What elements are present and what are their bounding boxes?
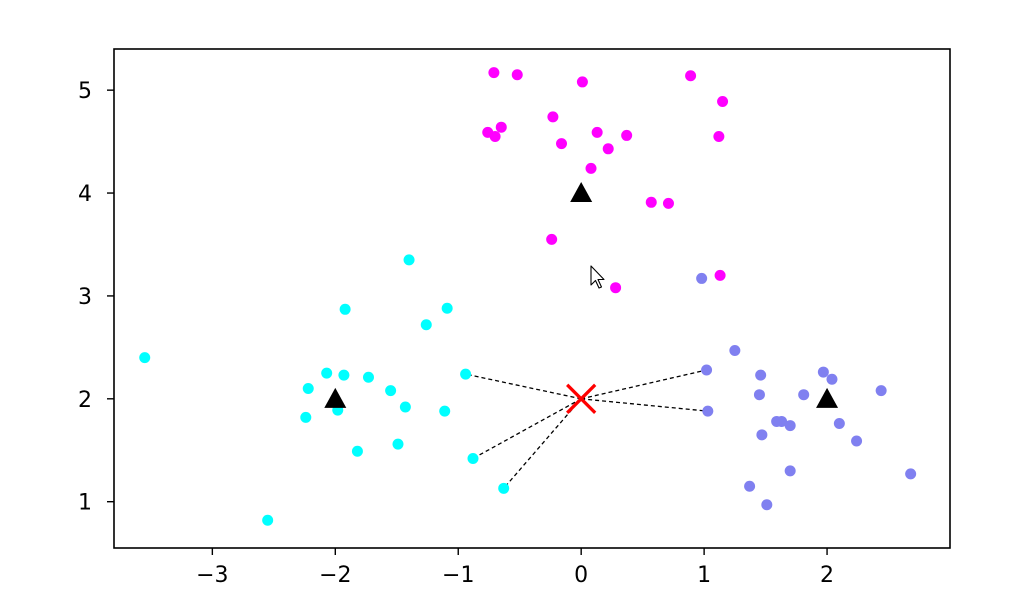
data-point-series-1	[338, 369, 350, 381]
data-point-series-3	[826, 373, 838, 385]
data-point-series-3	[702, 405, 714, 417]
data-point-series-3	[833, 418, 845, 430]
data-point-series-2	[714, 269, 726, 281]
data-point-series-2	[495, 121, 507, 133]
data-point-series-1	[262, 514, 274, 526]
data-point-series-2	[645, 196, 657, 208]
data-point-series-2	[662, 197, 674, 209]
query-point-x-marker	[566, 383, 597, 414]
data-point-series-2	[556, 138, 568, 150]
data-point-series-2	[717, 95, 729, 107]
data-point-series-1	[300, 411, 312, 423]
data-point-series-2	[547, 111, 559, 123]
data-point-series-2	[685, 70, 697, 82]
data-point-series-1	[351, 445, 363, 457]
data-point-series-1	[385, 385, 397, 397]
data-point-series-3	[701, 364, 713, 376]
centroid-triangle-marker	[570, 182, 593, 203]
data-point-series-3	[729, 344, 741, 356]
x-tick-label: −2	[319, 563, 351, 588]
data-point-series-2	[576, 76, 588, 88]
y-tick-label: 3	[78, 285, 92, 310]
data-point-series-1	[460, 368, 472, 380]
data-point-series-3	[784, 420, 796, 432]
data-point-series-2	[511, 69, 523, 81]
data-point-series-2	[621, 129, 633, 141]
data-point-series-3	[851, 435, 863, 447]
data-point-series-1	[139, 352, 151, 364]
data-point-series-1	[392, 438, 404, 450]
data-point-series-2	[610, 282, 622, 294]
neighbor-line	[465, 373, 582, 400]
data-point-series-1	[498, 482, 510, 494]
data-point-series-1	[362, 371, 374, 383]
query-point-stroke	[566, 383, 597, 414]
data-point-series-1	[467, 452, 479, 464]
data-point-series-2	[488, 67, 500, 79]
data-point-series-3	[905, 468, 917, 480]
data-point-series-2	[602, 143, 614, 155]
plot-marks	[139, 67, 917, 526]
data-point-series-1	[339, 303, 351, 315]
x-tick-label: 0	[574, 563, 588, 588]
x-tick-label: 1	[697, 563, 711, 588]
x-tick-label: −3	[196, 563, 228, 588]
data-point-series-1	[302, 383, 314, 395]
data-point-series-2	[546, 233, 558, 245]
data-point-series-3	[776, 415, 788, 427]
y-tick-label: 5	[78, 79, 92, 104]
data-point-series-1	[399, 401, 411, 413]
y-tick-label: 4	[78, 182, 92, 207]
data-point-series-3	[817, 366, 829, 378]
data-point-series-3	[761, 499, 773, 511]
data-point-series-3	[756, 429, 768, 441]
centroid-triangle-marker	[324, 387, 347, 408]
data-point-series-1	[439, 405, 451, 417]
data-point-series-1	[403, 254, 415, 266]
y-tick-label: 1	[78, 491, 92, 516]
mouse-cursor-icon	[590, 265, 605, 289]
data-point-series-2	[585, 162, 597, 174]
data-point-series-1	[441, 302, 453, 314]
data-point-series-3	[798, 389, 810, 401]
data-point-series-3	[755, 369, 767, 381]
data-point-series-2	[591, 126, 603, 138]
centroid-triangle-marker	[816, 387, 839, 408]
neighbor-line	[581, 369, 707, 400]
data-point-series-1	[321, 367, 333, 379]
data-point-series-2	[489, 130, 501, 142]
data-point-series-1	[420, 319, 432, 331]
axes: −3 −2 −1 0 1 2 1 2 3 4 5	[78, 79, 834, 588]
x-tick-label: 2	[820, 563, 834, 588]
neighbor-line	[503, 398, 582, 489]
data-point-series-2	[713, 130, 725, 142]
data-point-series-3	[875, 385, 887, 397]
data-point-series-3	[753, 389, 765, 401]
neighbor-line	[581, 398, 708, 412]
x-tick-label: −1	[442, 563, 474, 588]
data-point-series-3	[784, 465, 796, 477]
y-tick-label: 2	[78, 388, 92, 413]
plot-frame	[113, 48, 951, 549]
data-point-series-3	[744, 480, 756, 492]
data-point-series-3	[696, 272, 708, 284]
